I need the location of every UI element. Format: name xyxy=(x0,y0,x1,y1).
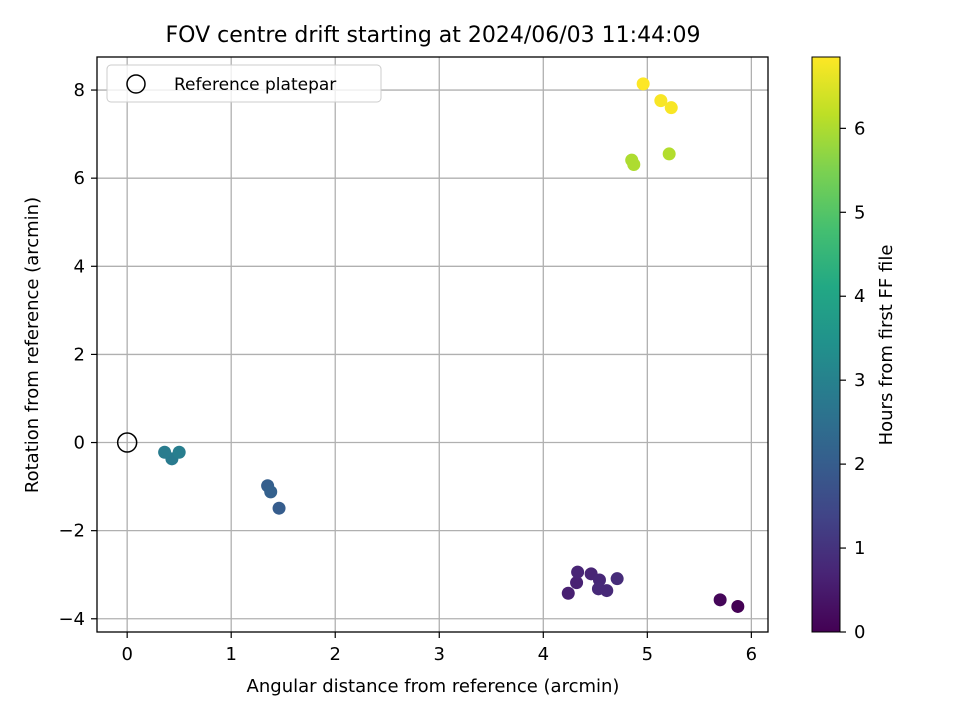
x-tick-label: 6 xyxy=(746,644,757,665)
colorbar-tick-label: 0 xyxy=(854,622,865,643)
data-point xyxy=(610,572,624,586)
y-axis-label: Rotation from reference (arcmin) xyxy=(22,197,43,493)
data-point xyxy=(561,586,575,600)
data-point xyxy=(600,584,614,598)
x-tick-label: 4 xyxy=(538,644,549,665)
data-point xyxy=(571,565,585,579)
grid xyxy=(97,57,768,632)
y-tick-label: 8 xyxy=(74,80,85,101)
colorbar-tick-label: 6 xyxy=(854,118,865,139)
data-point xyxy=(627,158,641,172)
y-tick-label: 0 xyxy=(74,433,85,454)
colorbar-gradient xyxy=(811,56,841,633)
colorbar-tick-label: 1 xyxy=(854,538,865,559)
y-tick-label: 4 xyxy=(74,256,85,277)
colorbar-tick-label: 2 xyxy=(854,454,865,475)
data-point xyxy=(636,77,650,91)
colorbar-tick-label: 4 xyxy=(854,286,865,307)
data-points xyxy=(116,77,745,613)
legend-label: Reference platepar xyxy=(174,75,336,95)
y-tick-label: −4 xyxy=(58,609,85,630)
colorbar-ticks: 0 1 2 3 4 5 6 xyxy=(840,118,865,643)
colorbar: 0 1 2 3 4 5 6 Hours from first FF file xyxy=(811,56,897,643)
data-point xyxy=(654,94,668,108)
y-tick-label: −2 xyxy=(58,521,85,542)
x-axis-ticks: 0 1 2 3 4 5 6 xyxy=(121,632,757,665)
data-point xyxy=(172,445,186,459)
x-tick-label: 5 xyxy=(642,644,653,665)
x-tick-label: 2 xyxy=(330,644,341,665)
legend-marker xyxy=(126,74,146,94)
data-point xyxy=(731,599,745,613)
data-point xyxy=(570,576,584,590)
data-point xyxy=(272,501,286,515)
reference-point-marker xyxy=(116,432,138,453)
y-tick-label: 2 xyxy=(74,344,85,365)
data-point xyxy=(664,101,678,115)
y-axis-ticks: −4 −2 0 2 4 6 8 xyxy=(58,80,97,630)
data-point xyxy=(713,593,727,607)
chart-title: FOV centre drift starting at 2024/06/03 … xyxy=(166,23,701,48)
colorbar-tick-label: 5 xyxy=(854,202,865,223)
x-axis-label: Angular distance from reference (arcmin) xyxy=(247,676,620,697)
plot-frame xyxy=(96,56,769,633)
legend: Reference platepar xyxy=(106,64,382,103)
x-tick-label: 1 xyxy=(225,644,236,665)
colorbar-label: Hours from first FF file xyxy=(876,245,897,446)
legend-box xyxy=(106,64,382,103)
x-tick-label: 0 xyxy=(121,644,132,665)
data-point xyxy=(264,485,278,499)
colorbar-tick-label: 3 xyxy=(854,370,865,391)
data-point xyxy=(662,147,676,161)
data-point xyxy=(158,445,172,459)
x-tick-label: 3 xyxy=(434,644,445,665)
y-tick-label: 6 xyxy=(74,168,85,189)
